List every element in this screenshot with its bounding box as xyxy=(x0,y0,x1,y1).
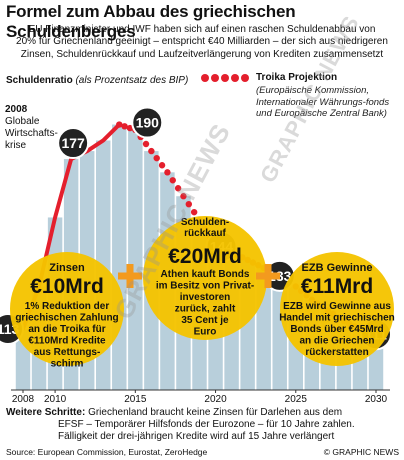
projection-dot xyxy=(148,147,155,155)
crisis-line: Wirtschafts- xyxy=(5,128,58,139)
chart-bar-2015 xyxy=(128,129,143,390)
source-note: Source: European Commission, Eurostat, Z… xyxy=(6,447,208,457)
measure-text: griechischen Zahlung xyxy=(15,313,118,324)
measure-text: investoren xyxy=(180,292,231,303)
projection-dot xyxy=(164,169,171,176)
measure-text: zurück, zahlt xyxy=(175,304,236,315)
legend-ratio-label: Schuldenratio xyxy=(6,75,73,86)
plus-icon xyxy=(126,264,134,288)
measure-heading: Schulden- xyxy=(181,217,229,228)
measure-heading: Zinsen xyxy=(49,262,85,274)
measure-amount: €10Mrd xyxy=(30,275,104,298)
projection-dot xyxy=(153,154,160,162)
projection-dot xyxy=(169,177,176,184)
intro-line: EU Finanzminister und IWF haben sich auf… xyxy=(28,24,376,35)
measure-text: 35 Cent je xyxy=(181,315,229,326)
crisis-year: 2008 xyxy=(5,104,28,115)
measure-circle-2 xyxy=(143,216,267,340)
measure-circle-3 xyxy=(280,252,394,366)
measure-text: im Besitz von Privat- xyxy=(156,281,254,292)
intro-text: EU Finanzminister und IWF haben sich auf… xyxy=(0,24,404,61)
measure-circle-1 xyxy=(10,252,124,366)
legend-projection-note: (Europäische Kommission, Internationaler… xyxy=(256,85,390,119)
x-tick-label: 2030 xyxy=(365,394,388,405)
intro-line: Zinsen, Schuldenrückkauf und Laufzeitver… xyxy=(20,48,384,60)
legend-projection-dot xyxy=(201,74,209,82)
legend-projection: Troika Projektion xyxy=(256,72,337,83)
measure-text: Athen kauft Bonds xyxy=(161,269,250,280)
value-bubble-label: 177 xyxy=(61,135,85,151)
x-tick-label: 2010 xyxy=(44,394,67,405)
crisis-line: Globale xyxy=(5,116,40,127)
projection-dot xyxy=(158,162,166,169)
measure-heading: rückkauf xyxy=(184,228,226,239)
legend-projection-dot xyxy=(241,74,249,82)
projection-dot xyxy=(174,185,182,192)
plus-icon xyxy=(264,264,272,288)
chart-bar-2014 xyxy=(112,124,127,390)
measure-text: rückerstatten xyxy=(305,347,368,358)
page-title: Formel zum Abbau des griechischen Schuld… xyxy=(6,2,296,41)
x-tick-label: 2025 xyxy=(285,394,308,405)
crisis-line: krise xyxy=(5,140,27,151)
measure-text: €110Mrd Kredite xyxy=(28,336,106,347)
legend-ratio: Schuldenratio (als Prozentsatz des BIP) xyxy=(6,75,188,86)
measure-text: EZB wird Gewinne aus xyxy=(283,301,391,312)
value-bubble xyxy=(57,127,90,160)
measure-text: Bonds über €45Mrd xyxy=(290,324,383,335)
value-bubble xyxy=(131,106,164,139)
x-tick-label: 2020 xyxy=(204,394,227,405)
measure-amount: €11Mrd xyxy=(301,275,373,298)
legend-projection-dot xyxy=(221,74,229,82)
projection-dot xyxy=(121,123,128,130)
measure-text: Handel mit griechischen xyxy=(279,313,395,324)
measure-text: aus Rettungs- xyxy=(34,347,101,358)
projection-dot xyxy=(142,140,150,148)
footer-label: Weitere Schritte: xyxy=(6,407,86,418)
legend-ratio-note: (als Prozentsatz des BIP) xyxy=(75,75,189,86)
legend-projection-label: Troika Projektion xyxy=(256,72,338,83)
x-tick-label: 2015 xyxy=(124,394,147,405)
projection-dot xyxy=(126,124,134,132)
projection-dot xyxy=(185,200,193,208)
x-tick-label: 2008 xyxy=(12,394,35,405)
intro-line: 20% für Griechenland geeinigt – entspric… xyxy=(16,36,388,48)
value-bubble-label: 190 xyxy=(136,115,160,131)
projection-dot xyxy=(116,121,123,128)
measure-text: 1% Reduktion der xyxy=(25,301,110,312)
legend-projection-dot xyxy=(211,74,219,82)
footer-line: EFSF – Temporärer Hilfsfonds der Eurozon… xyxy=(58,418,355,430)
footer-line: Fälligkeit der drei-jährigen Kredite wir… xyxy=(58,430,335,442)
projection-dot xyxy=(190,208,198,216)
measure-amount: €20Mrd xyxy=(168,245,242,268)
measure-text: an die Griechen xyxy=(299,336,374,347)
crisis-annotation: 2008 Globale Wirtschafts- krise xyxy=(5,104,58,152)
measure-text: schirm xyxy=(51,359,84,370)
footer-notes: Weitere Schritte: Griechenland braucht k… xyxy=(6,407,400,442)
legend-projection-dot xyxy=(231,74,239,82)
footer-line: Griechenland braucht keine Zinsen für Da… xyxy=(88,407,343,418)
projection-dot xyxy=(180,193,187,200)
measure-text: Euro xyxy=(194,327,217,338)
measure-text: an die Troika für xyxy=(28,324,105,335)
credit-note: © GRAPHIC NEWS xyxy=(323,447,399,457)
measure-heading: EZB Gewinne xyxy=(302,262,373,274)
